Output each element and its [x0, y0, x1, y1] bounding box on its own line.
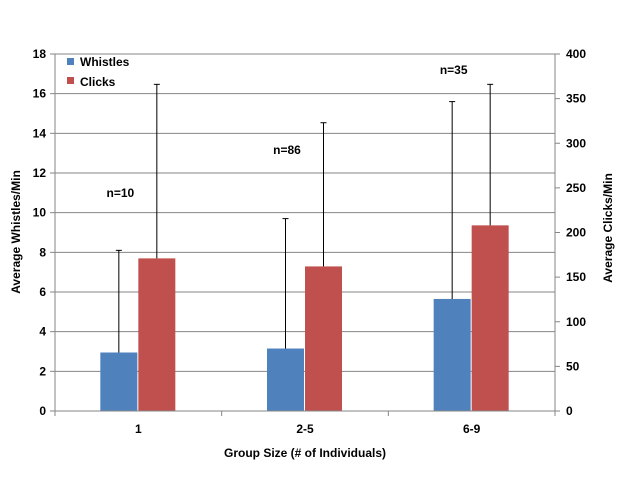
bar-whistles: [100, 352, 138, 411]
y2-tick-label: 50: [566, 359, 580, 373]
bar-whistles: [267, 348, 304, 411]
y-tick-label: 2: [39, 364, 46, 378]
legend-label-clicks: Clicks: [80, 75, 116, 89]
tick-labels: 0 2 4 6 8 10 12 14 16 18 0 50 100 150 200 250 300 350 400 1…: [33, 47, 587, 436]
axes: [50, 53, 560, 416]
annotations: n=10 n=86 n=35: [106, 63, 467, 200]
y-tick-label: 8: [39, 245, 46, 259]
y2-tick-label: 200: [566, 226, 586, 240]
y-tick-label: 4: [39, 325, 46, 339]
y2-tick-label: 350: [566, 92, 586, 106]
y-tick-label: 18: [33, 47, 47, 61]
y-tick-label: 12: [33, 166, 47, 180]
bars: [100, 225, 509, 411]
y2-tick-label: 0: [566, 404, 573, 418]
y2-tick-label: 250: [566, 181, 586, 195]
legend-label-whistles: Whistles: [80, 55, 130, 69]
bar-clicks: [471, 225, 509, 411]
y2-tick-label: 300: [566, 136, 586, 150]
y-tick-label: 6: [39, 285, 46, 299]
error-bars: [115, 83, 494, 353]
y2-axis-title: Average Clicks/Min: [601, 173, 615, 283]
y-axis-title: Average Whistles/Min: [9, 170, 23, 294]
y2-tick-label: 400: [566, 47, 586, 61]
y-tick-label: 14: [33, 126, 47, 140]
sample-size-annotation: n=35: [440, 63, 468, 77]
y-tick-label: 0: [39, 404, 46, 418]
legend: Whistles Clicks: [67, 55, 130, 89]
bar-whistles: [433, 298, 471, 411]
y2-tick-label: 100: [566, 315, 586, 329]
x-tick-label: 2-5: [296, 422, 314, 436]
y-tick-label: 10: [33, 206, 47, 220]
bar-clicks: [305, 266, 342, 411]
y2-tick-label: 150: [566, 270, 586, 284]
legend-swatch-clicks: [67, 77, 74, 84]
x-axis-title: Group Size (# of Individuals): [224, 446, 386, 460]
bar-clicks: [138, 258, 176, 411]
y-tick-label: 16: [33, 87, 47, 101]
x-tick-label: 1: [135, 422, 142, 436]
legend-swatch-whistles: [67, 58, 74, 65]
sample-size-annotation: n=86: [273, 143, 301, 157]
sample-size-annotation: n=10: [106, 186, 134, 200]
x-tick-label: 6-9: [463, 422, 481, 436]
